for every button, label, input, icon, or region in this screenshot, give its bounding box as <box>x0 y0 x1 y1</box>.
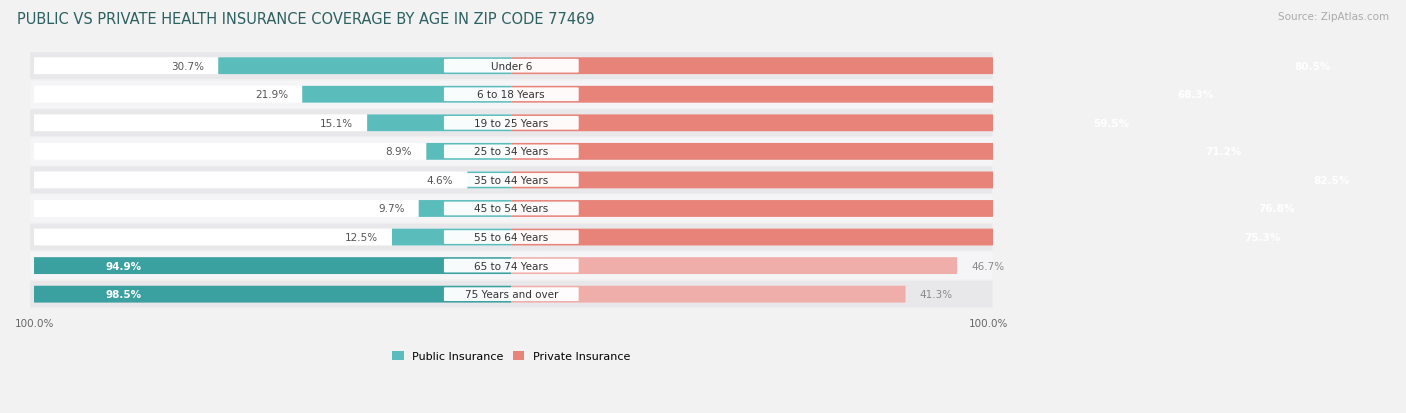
FancyBboxPatch shape <box>30 196 993 222</box>
FancyBboxPatch shape <box>444 259 579 273</box>
FancyBboxPatch shape <box>444 230 579 244</box>
FancyBboxPatch shape <box>34 286 512 303</box>
Text: 35 to 44 Years: 35 to 44 Years <box>474 176 548 185</box>
FancyBboxPatch shape <box>444 145 579 159</box>
FancyBboxPatch shape <box>467 172 512 189</box>
Text: 94.9%: 94.9% <box>105 261 142 271</box>
Text: 65 to 74 Years: 65 to 74 Years <box>474 261 548 271</box>
FancyBboxPatch shape <box>367 115 512 132</box>
FancyBboxPatch shape <box>30 110 993 137</box>
FancyBboxPatch shape <box>34 229 512 246</box>
FancyBboxPatch shape <box>444 116 579 131</box>
FancyBboxPatch shape <box>512 201 1244 217</box>
FancyBboxPatch shape <box>512 144 1191 160</box>
Text: 6 to 18 Years: 6 to 18 Years <box>478 90 546 100</box>
Text: 21.9%: 21.9% <box>254 90 288 100</box>
Text: 59.5%: 59.5% <box>1094 119 1129 128</box>
FancyBboxPatch shape <box>512 58 1279 75</box>
Text: Source: ZipAtlas.com: Source: ZipAtlas.com <box>1278 12 1389 22</box>
Text: 30.7%: 30.7% <box>172 62 204 71</box>
Text: 45 to 54 Years: 45 to 54 Years <box>474 204 548 214</box>
Text: 55 to 64 Years: 55 to 64 Years <box>474 233 548 242</box>
Text: 9.7%: 9.7% <box>378 204 405 214</box>
FancyBboxPatch shape <box>30 224 993 251</box>
FancyBboxPatch shape <box>512 258 957 274</box>
Text: Under 6: Under 6 <box>491 62 531 71</box>
FancyBboxPatch shape <box>34 201 512 217</box>
FancyBboxPatch shape <box>392 229 512 246</box>
Text: 82.5%: 82.5% <box>1313 176 1350 185</box>
FancyBboxPatch shape <box>30 281 993 308</box>
FancyBboxPatch shape <box>30 82 993 108</box>
Text: 80.5%: 80.5% <box>1294 62 1330 71</box>
FancyBboxPatch shape <box>34 144 512 160</box>
Text: 75 Years and over: 75 Years and over <box>464 290 558 299</box>
Text: 8.9%: 8.9% <box>385 147 412 157</box>
FancyBboxPatch shape <box>30 167 993 194</box>
Text: 46.7%: 46.7% <box>972 261 1004 271</box>
Text: 12.5%: 12.5% <box>344 233 378 242</box>
FancyBboxPatch shape <box>512 172 1299 189</box>
FancyBboxPatch shape <box>512 115 1080 132</box>
FancyBboxPatch shape <box>444 202 579 216</box>
Text: 68.3%: 68.3% <box>1178 90 1213 100</box>
Text: 75.3%: 75.3% <box>1244 233 1281 242</box>
FancyBboxPatch shape <box>30 253 993 279</box>
FancyBboxPatch shape <box>512 87 1163 103</box>
Text: PUBLIC VS PRIVATE HEALTH INSURANCE COVERAGE BY AGE IN ZIP CODE 77469: PUBLIC VS PRIVATE HEALTH INSURANCE COVER… <box>17 12 595 27</box>
FancyBboxPatch shape <box>30 53 993 80</box>
Text: 15.1%: 15.1% <box>319 119 353 128</box>
FancyBboxPatch shape <box>34 258 512 274</box>
FancyBboxPatch shape <box>419 201 512 217</box>
FancyBboxPatch shape <box>444 60 579 74</box>
FancyBboxPatch shape <box>512 229 1230 246</box>
FancyBboxPatch shape <box>218 58 512 75</box>
Text: 25 to 34 Years: 25 to 34 Years <box>474 147 548 157</box>
FancyBboxPatch shape <box>426 144 512 160</box>
FancyBboxPatch shape <box>512 286 905 303</box>
FancyBboxPatch shape <box>34 58 512 75</box>
FancyBboxPatch shape <box>30 139 993 165</box>
FancyBboxPatch shape <box>444 173 579 188</box>
Legend: Public Insurance, Private Insurance: Public Insurance, Private Insurance <box>388 347 634 366</box>
Text: 76.8%: 76.8% <box>1258 204 1295 214</box>
FancyBboxPatch shape <box>34 87 512 103</box>
FancyBboxPatch shape <box>302 87 512 103</box>
FancyBboxPatch shape <box>34 115 512 132</box>
Text: 19 to 25 Years: 19 to 25 Years <box>474 119 548 128</box>
FancyBboxPatch shape <box>444 287 579 301</box>
Text: 98.5%: 98.5% <box>105 290 142 299</box>
Text: 71.2%: 71.2% <box>1205 147 1241 157</box>
Text: 4.6%: 4.6% <box>426 176 453 185</box>
FancyBboxPatch shape <box>444 88 579 102</box>
Text: 41.3%: 41.3% <box>920 290 953 299</box>
FancyBboxPatch shape <box>34 172 512 189</box>
